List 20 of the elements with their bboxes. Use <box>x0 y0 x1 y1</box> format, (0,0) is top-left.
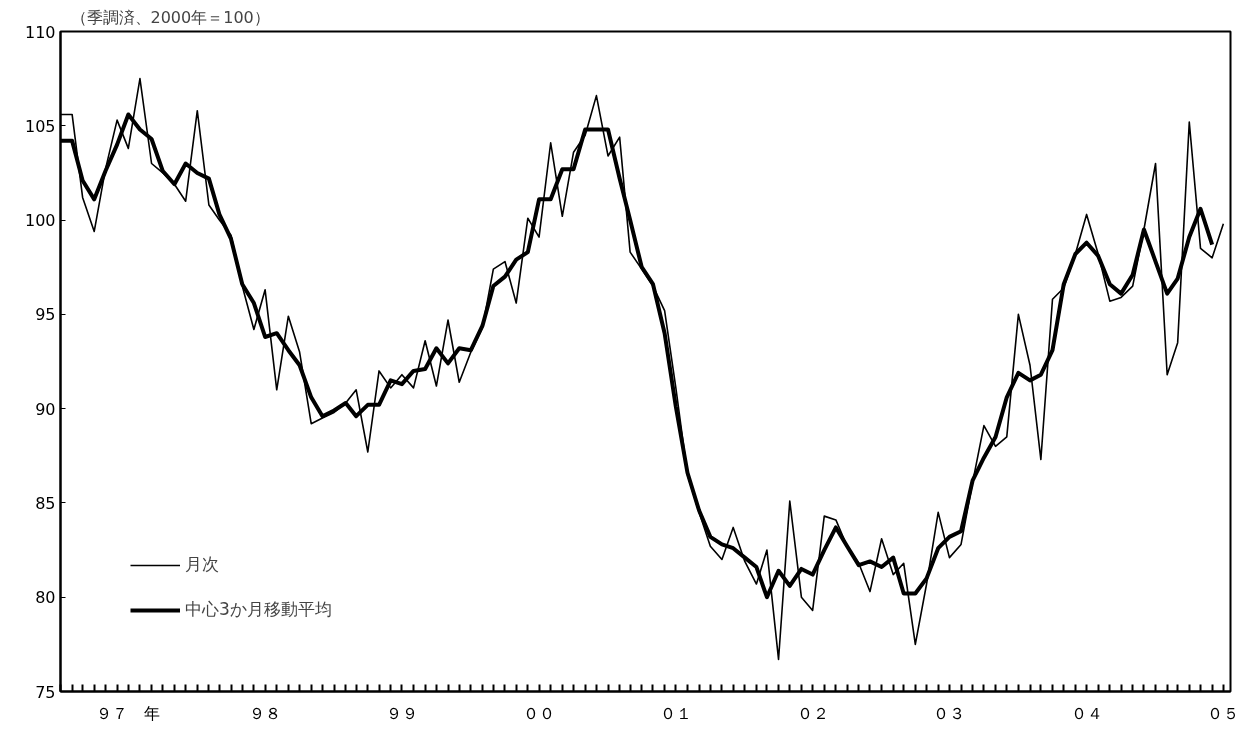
y-tick-label: 105 <box>24 116 56 136</box>
x-tick-label: ００ <box>523 703 556 723</box>
y-tick-label: 90 <box>35 399 56 419</box>
y-tick-label: 95 <box>35 305 56 325</box>
y-tick-label: 80 <box>35 588 56 608</box>
x-tick-label: ９８ <box>249 703 282 723</box>
y-tick-label: 85 <box>35 493 56 513</box>
x-tick-label: ０５ <box>1207 703 1240 723</box>
legend-label: 月次 <box>185 553 219 576</box>
x-tick-label: ９７ 年 <box>96 703 161 723</box>
y-tick-label: 110 <box>24 22 56 42</box>
x-tick-label: ９９ <box>385 703 418 723</box>
x-tick-label: ０２ <box>796 703 829 723</box>
x-tick-label: ０３ <box>933 703 966 723</box>
legend-label: 中心3か月移動平均 <box>185 598 332 621</box>
y-tick-label: 100 <box>24 211 56 231</box>
x-tick-label: ０１ <box>659 703 692 723</box>
x-tick-label: ０４ <box>1070 703 1103 723</box>
y-axis-title: （季調済、2000年＝100） <box>70 7 270 27</box>
y-tick-label: 75 <box>35 682 56 702</box>
